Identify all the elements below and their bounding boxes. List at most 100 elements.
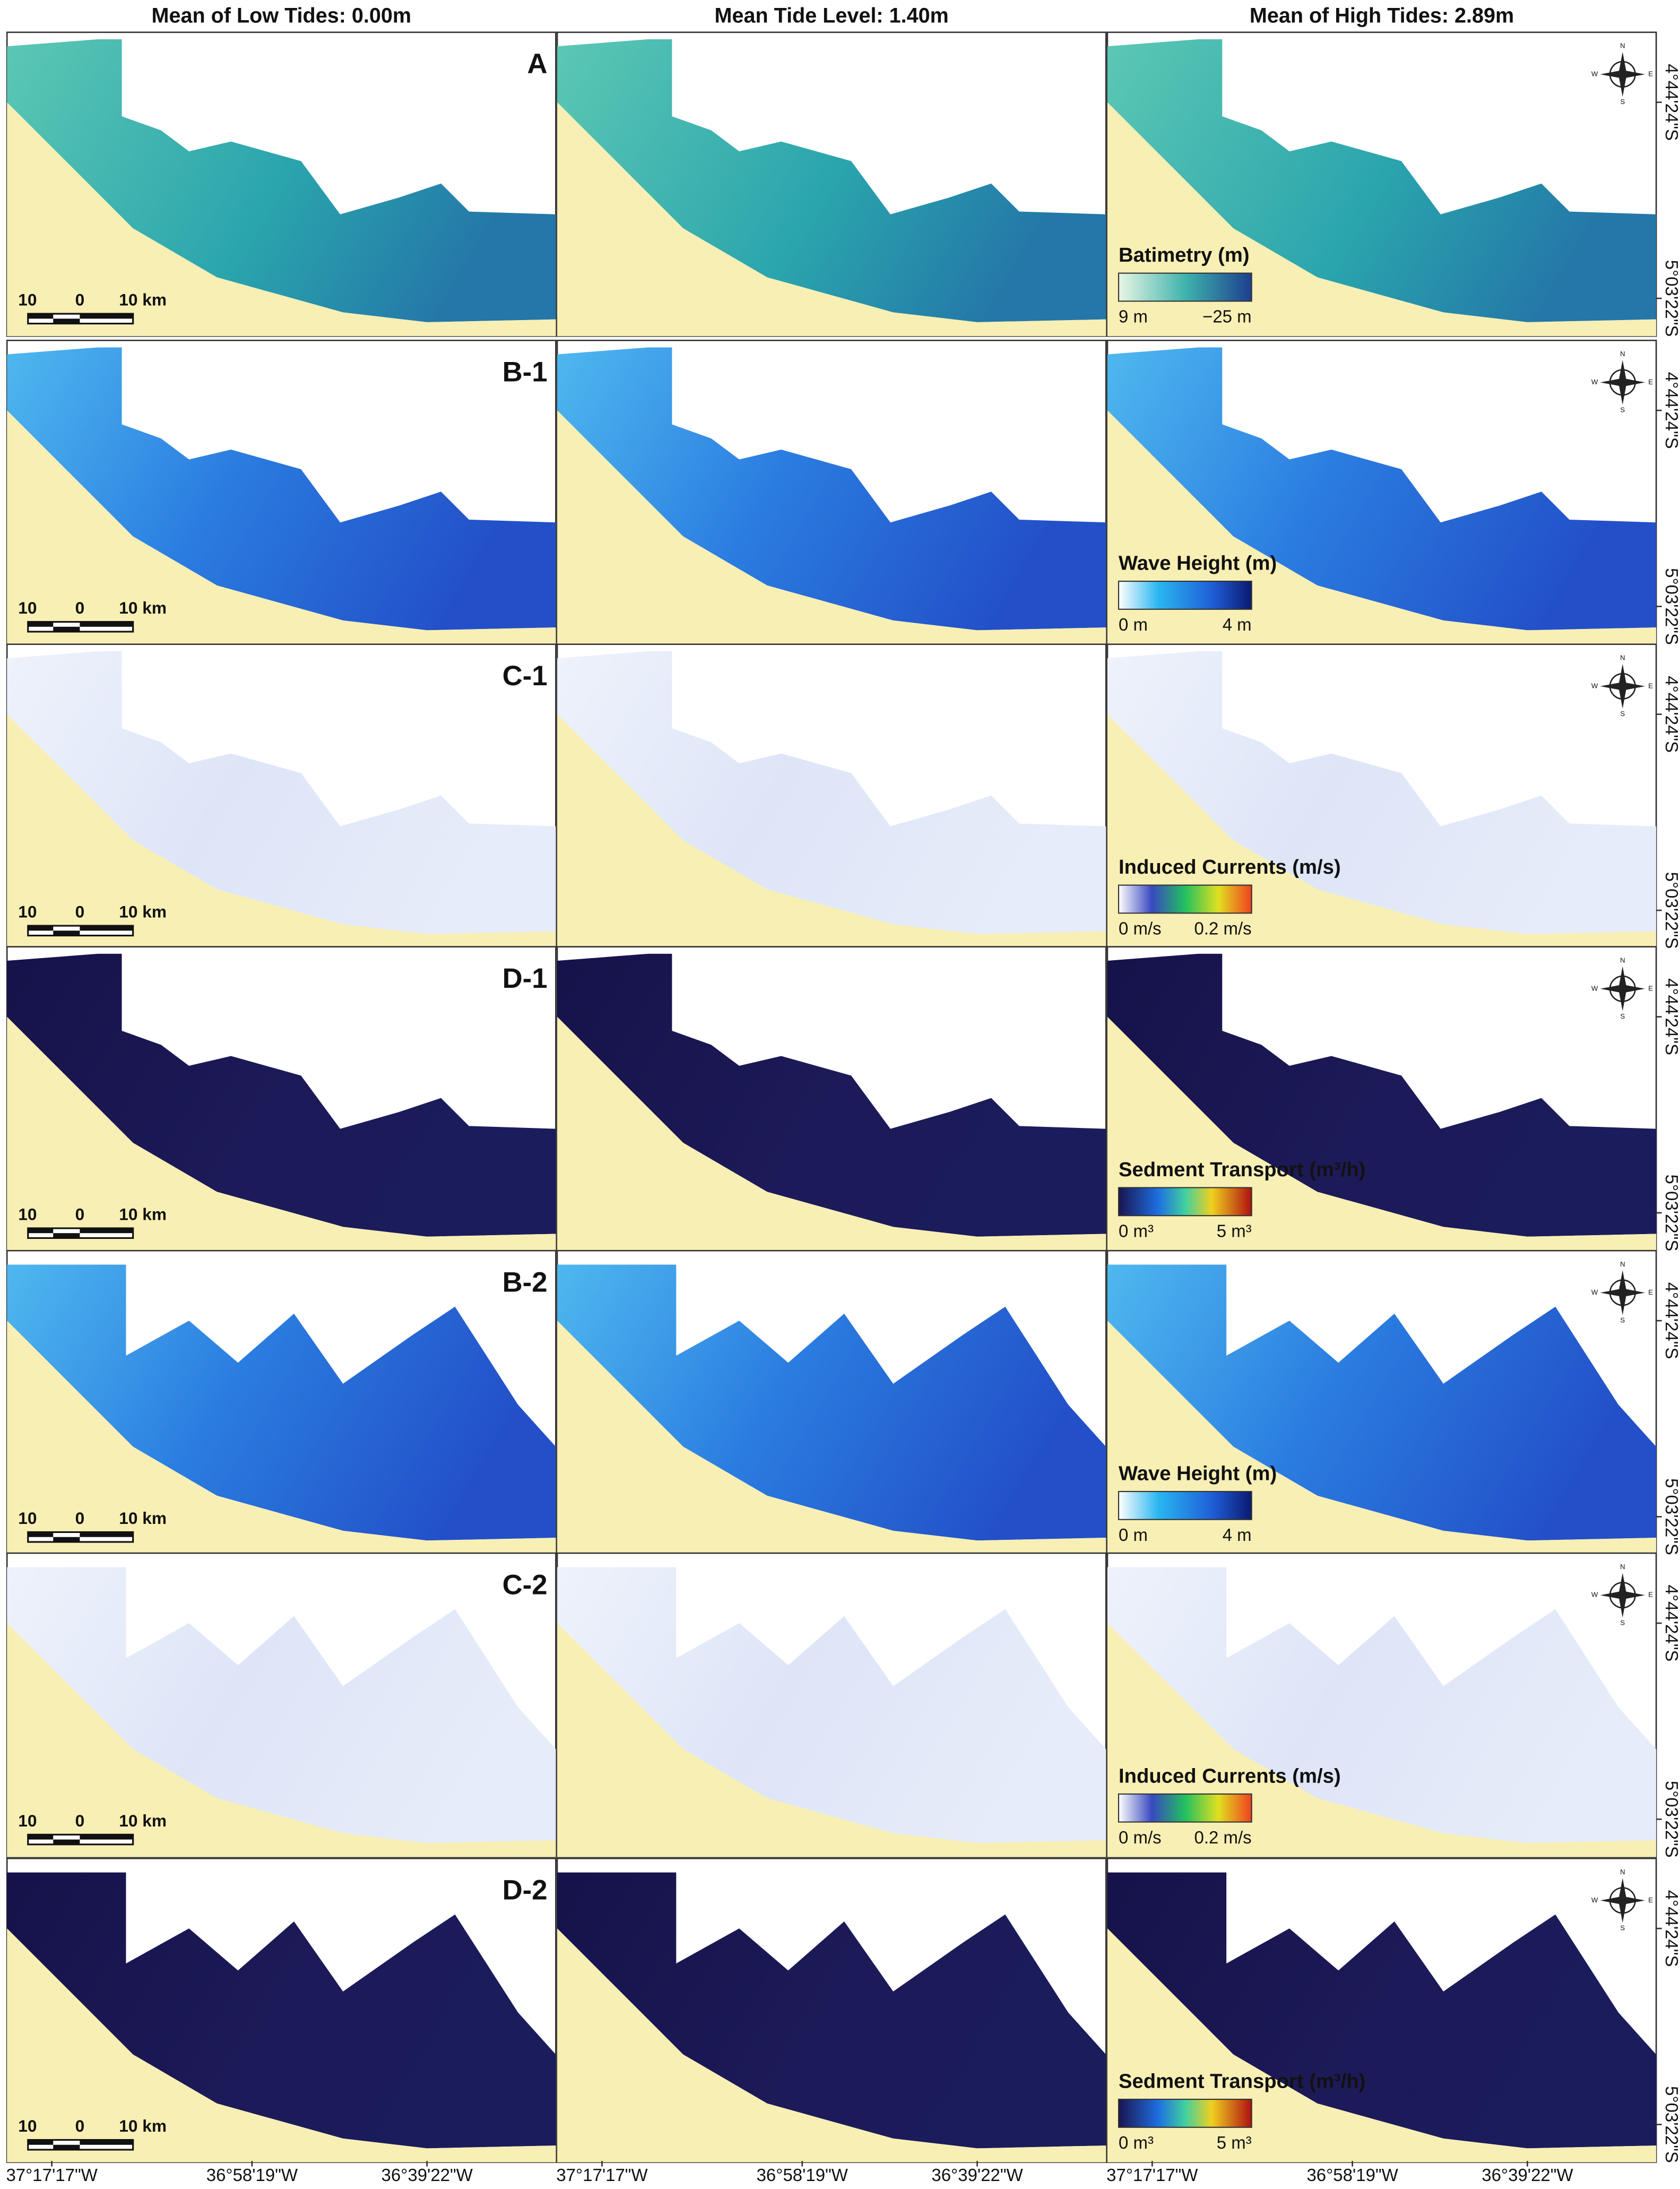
scale-label: 10	[18, 290, 37, 309]
legend-colorbar	[1118, 1490, 1252, 1520]
scale-bar	[80, 1834, 133, 1840]
land-area	[7, 410, 556, 644]
land-area	[557, 714, 1106, 949]
scale-label: 0	[75, 2116, 85, 2135]
scale-bar	[80, 1532, 133, 1537]
scale-bar	[53, 930, 80, 936]
legend-max: 4 m	[1223, 1525, 1252, 1545]
compass-letter: S	[1620, 406, 1625, 414]
compass-letter: S	[1620, 1012, 1625, 1020]
panel-label: D-2	[503, 1874, 548, 1906]
longitude-label: 36°58'19"W	[1306, 2165, 1398, 2185]
scale-label: 10 km	[119, 290, 167, 309]
compass-letter: E	[1648, 1288, 1653, 1296]
panel-label: C-2	[503, 1569, 548, 1600]
map-panel	[6, 1552, 557, 1858]
compass-letter: E	[1648, 378, 1653, 386]
legend-colorbar	[1118, 884, 1252, 914]
scale-label: 10 km	[119, 2116, 167, 2135]
panel-label: B-1	[503, 357, 548, 388]
scale-label: 10	[18, 1811, 37, 1830]
longitude-label: 37°17'17"W	[556, 2165, 647, 2185]
latitude-label: 4°44'24"S	[1662, 1890, 1680, 1967]
water-area	[1107, 1872, 1657, 2149]
water-area	[1107, 39, 1657, 322]
land-area	[557, 102, 1106, 337]
water-area	[7, 39, 556, 322]
longitude-label: 36°58'19"W	[757, 2165, 848, 2185]
latitude-label: 5°03'22"S	[1662, 1175, 1680, 1252]
map-panel	[556, 946, 1107, 1252]
water-area	[557, 651, 1106, 934]
legend-colorbar	[1118, 580, 1252, 610]
scale-bar	[28, 926, 54, 931]
compass	[1600, 682, 1646, 691]
legend-title: Wave Height (m)	[1119, 552, 1277, 575]
scale-bar	[53, 318, 80, 324]
map-panel	[556, 643, 1107, 949]
scale-bar	[28, 1532, 54, 1537]
latitude-label: 4°44'24"S	[1662, 372, 1680, 449]
water-area	[557, 347, 1106, 631]
map-panel	[556, 31, 1107, 337]
legend-max: 4 m	[1223, 615, 1252, 634]
legend-title: Induced Currents (m/s)	[1119, 1764, 1341, 1787]
water-area	[557, 1264, 1106, 1541]
compass-letter: W	[1591, 378, 1598, 386]
column-header: Mean of High Tides: 2.89m	[1250, 4, 1514, 27]
scale-label: 10	[18, 598, 37, 617]
panel-label: D-1	[503, 963, 548, 994]
scale-label: 10 km	[119, 1811, 167, 1830]
map-panel	[6, 339, 557, 645]
column-header: Mean Tide Level: 1.40m	[715, 4, 949, 27]
latitude-label: 5°03'22"S	[1662, 1781, 1680, 1858]
legend-min: 0 m	[1119, 1525, 1148, 1545]
water-area	[7, 953, 556, 1237]
latitude-label: 4°44'24"S	[1662, 1585, 1680, 1662]
compass-letter: E	[1648, 682, 1653, 690]
panel-label: C-1	[503, 660, 548, 692]
scale-bar	[53, 1233, 80, 1238]
land-area	[557, 410, 1106, 644]
water-area	[1107, 1567, 1657, 1843]
compass	[1600, 1591, 1646, 1600]
map-panel	[6, 1857, 557, 2164]
water-area	[1107, 1264, 1657, 1541]
water-area	[7, 1567, 556, 1843]
land-area	[7, 1928, 556, 2162]
legend-colorbar	[1118, 2098, 1252, 2128]
legend-min: 0 m³	[1119, 1221, 1154, 1241]
scale-label: 0	[75, 290, 85, 309]
compass-letter: N	[1620, 350, 1625, 358]
scale-label: 0	[75, 1205, 85, 1224]
map-panel	[6, 31, 557, 337]
legend-colorbar	[1118, 272, 1252, 302]
longitude-label: 36°39'22"W	[1482, 2165, 1573, 2185]
water-area	[1107, 953, 1657, 1237]
legend-colorbar	[1118, 1187, 1252, 1217]
legend-min: 0 m/s	[1119, 1828, 1162, 1847]
legend-max: 5 m³	[1217, 1221, 1252, 1241]
compass-letter: E	[1648, 70, 1653, 77]
compass-letter: W	[1591, 984, 1598, 992]
longitude-label: 36°39'22"W	[382, 2165, 473, 2185]
legend-title: Sedment Transport (m³/h)	[1119, 1158, 1365, 1181]
legend-min: 0 m³	[1119, 2133, 1154, 2152]
water-area	[557, 953, 1106, 1237]
map-panel	[556, 1249, 1107, 1556]
land-area	[7, 714, 556, 949]
map-panel	[556, 1552, 1107, 1858]
scale-bar	[53, 1537, 80, 1542]
compass	[1600, 70, 1646, 79]
scale-bar	[28, 314, 54, 319]
scale-label: 0	[75, 902, 85, 921]
legend-colorbar	[1118, 1793, 1252, 1823]
compass-letter: N	[1620, 1868, 1625, 1876]
legend-min: 0 m	[1119, 615, 1148, 634]
latitude-label: 5°03'22"S	[1662, 568, 1680, 645]
scale-label: 0	[75, 1509, 85, 1528]
scale-bar	[28, 1834, 54, 1840]
compass	[1600, 1896, 1646, 1905]
latitude-label: 4°44'24"S	[1662, 1282, 1680, 1359]
